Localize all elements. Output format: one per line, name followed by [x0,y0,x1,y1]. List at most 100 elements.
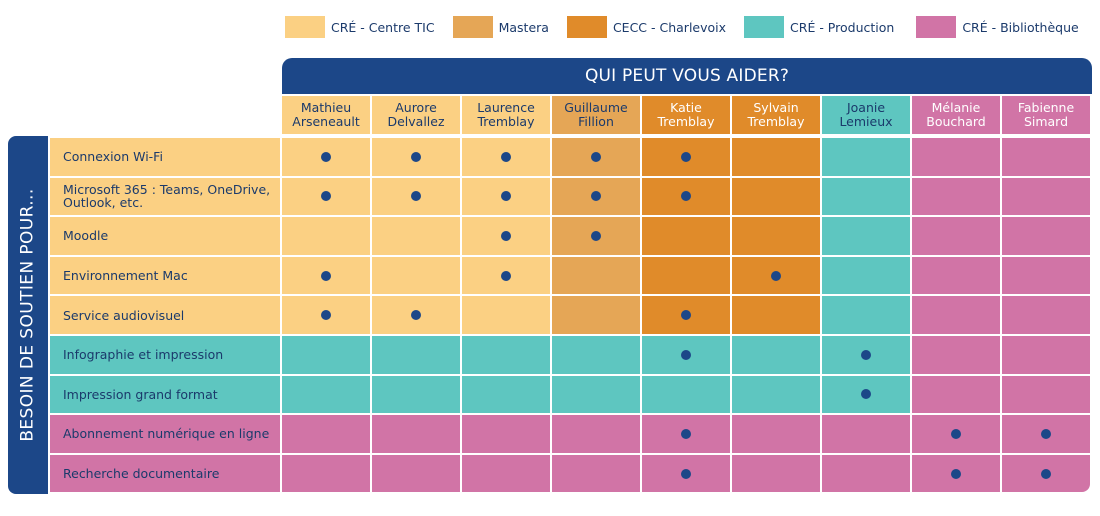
legend: CRÉ - Centre TIC Mastera CECC - Charlevoix… [285,14,1079,40]
availability-dot [681,429,691,439]
person-last-name: Delvallez [387,114,445,129]
matrix-cell [732,336,820,374]
availability-dot [501,151,511,162]
person-last-name: Tremblay [747,114,805,129]
matrix-cell [732,177,820,216]
matrix-cell [372,415,460,453]
matrix-cell [732,454,820,493]
support-need-label: Moodle [50,217,280,255]
person-last-name: Fillion [578,114,614,129]
availability-dot [771,270,781,281]
support-need-label: Service audiovisuel [50,296,280,334]
availability-dot [321,310,331,321]
person-first-name: Fabienne [1017,100,1075,115]
person-header: Aurore Delvallez [372,96,460,134]
legend-label: CECC - Charlevoix [612,19,727,35]
matrix-cell [822,454,910,493]
person-header: Katie Tremblay [642,96,730,134]
support-need-label: Environnement Mac [50,256,280,295]
matrix-cell [552,336,640,374]
matrix-cell [552,375,640,414]
matrix-cell [462,454,550,493]
person-first-name: Laurence [477,100,535,115]
legend-label: Mastera [498,19,549,35]
matrix-cell [372,256,460,295]
matrix-cell [822,138,910,176]
matrix-cell [822,256,910,295]
matrix-cell [912,375,1000,414]
availability-dot [411,151,421,162]
support-need-text: Recherche documentaire [63,466,220,482]
availability-dot [1041,429,1051,439]
matrix-cell [912,256,1000,295]
matrix-cell [462,375,550,414]
support-need-text: Service audiovisuel [63,307,185,323]
support-need-text: Moodle [63,228,109,244]
availability-dot [861,349,871,360]
legend-item: CRÉ - Production [744,16,894,38]
matrix-cell [912,138,1000,176]
matrix-cell [1002,336,1090,374]
matrix-cell [732,138,820,176]
matrix-cell [1002,217,1090,255]
availability-dot [951,429,961,439]
support-need-text: Microsoft 365 : Teams, OneDrive, Outlook… [63,182,271,211]
legend-swatch [452,16,493,38]
matrix-cell [462,415,550,453]
person-header: Guillaume Fillion [552,96,640,134]
matrix-cell [462,296,550,334]
legend-label: CRÉ - Production [790,19,895,35]
matrix-cell [372,336,460,374]
matrix-cell [552,296,640,334]
matrix-cell [282,336,370,374]
legend-item: Mastera [452,16,549,38]
matrix-cell [642,217,730,255]
person-header: Fabienne Simard [1002,96,1090,134]
legend-item: CRÉ - Bibliothèque [916,16,1079,38]
support-need-label: Recherche documentaire [50,454,280,493]
person-last-name: Lemieux [839,114,893,129]
person-first-name: Joanie [846,100,886,115]
matrix-cell [822,217,910,255]
availability-dot [681,468,691,479]
availability-dot [501,231,511,241]
matrix-cell [1002,138,1090,176]
matrix-cell [552,415,640,453]
matrix-cell [1002,375,1090,414]
person-header: Mélanie Bouchard [912,96,1000,134]
person-last-name: Bouchard [926,114,986,129]
support-needs-side-title: BESOIN DE SOUTIEN POUR... [18,188,38,442]
matrix-cell [282,375,370,414]
support-need-label: Abonnement numérique en ligne [50,415,280,453]
matrix-cell [372,217,460,255]
availability-dot [591,151,601,162]
legend-label: CRÉ - Bibliothèque [962,19,1079,35]
support-needs-side-banner: BESOIN DE SOUTIEN POUR... [8,136,48,494]
person-first-name: Katie [670,100,702,115]
legend-item: CRÉ - Centre TIC [285,16,435,38]
person-first-name: Aurore [395,100,437,115]
legend-swatch [285,16,325,38]
availability-dot [681,349,691,360]
matrix-cell [912,296,1000,334]
person-header: Mathieu Arseneault [282,96,370,134]
matrix-cell [822,415,910,453]
support-need-text: Connexion Wi-Fi [63,149,163,165]
person-header: Laurence Tremblay [462,96,550,134]
person-last-name: Simard [1023,114,1069,129]
matrix-cell [822,177,910,216]
matrix-cell [732,415,820,453]
availability-dot [321,151,331,162]
support-need-text: Abonnement numérique en ligne [63,426,270,442]
availability-dot [411,310,421,321]
person-first-name: Guillaume [564,100,628,115]
matrix-cell [282,415,370,453]
support-need-label: Connexion Wi-Fi [50,138,280,176]
matrix-cell [732,217,820,255]
matrix-cell [732,375,820,414]
matrix-cell [642,256,730,295]
person-first-name: Mathieu [300,100,352,115]
helpers-header-banner: QUI PEUT VOUS AIDER? [282,58,1092,94]
availability-dot [1041,468,1051,479]
support-need-text: Environnement Mac [63,268,188,284]
